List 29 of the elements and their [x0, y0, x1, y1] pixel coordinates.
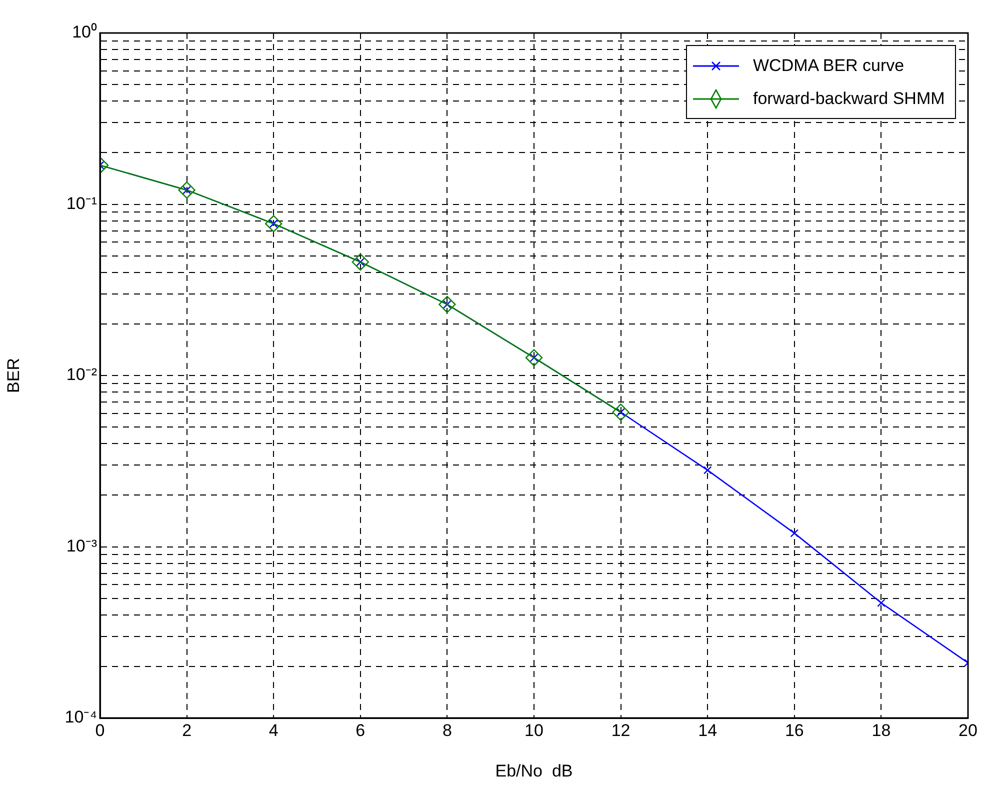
x-axis-title: Eb/No dB [495, 761, 573, 780]
point [612, 404, 630, 421]
y-tick-label: 10⁰ [72, 22, 97, 42]
point [438, 296, 456, 314]
point [703, 466, 712, 474]
x-tick-label: 0 [95, 720, 105, 740]
x-tick-label: 12 [611, 720, 630, 740]
x-tick-label: 14 [698, 720, 718, 740]
point [525, 349, 543, 366]
point [790, 529, 799, 538]
y-tick-label: 10⁻⁴ [64, 708, 97, 727]
point [265, 215, 282, 232]
x-tick-label: 2 [182, 720, 192, 740]
y-tick-label: 10⁻³ [66, 536, 98, 556]
legend-label: WCDMA BER curve [753, 56, 904, 76]
x-tick-label: 20 [958, 720, 978, 740]
x-tick-label: 8 [442, 720, 452, 740]
x-tick-label: 18 [872, 720, 891, 740]
y-tick-label: 10⁻² [66, 365, 98, 384]
point [877, 598, 886, 608]
x-tick-label: 16 [784, 720, 804, 740]
x-tick-label: 10 [524, 720, 544, 740]
y-tick-label: 10⁻¹ [66, 194, 98, 213]
x-tick-label: 4 [268, 720, 278, 740]
point [178, 181, 196, 199]
point [352, 253, 369, 271]
y-axis-title: BER [4, 358, 23, 393]
legend-label: forward-backward SHMM [753, 88, 945, 108]
x-tick-label: 6 [356, 720, 366, 740]
